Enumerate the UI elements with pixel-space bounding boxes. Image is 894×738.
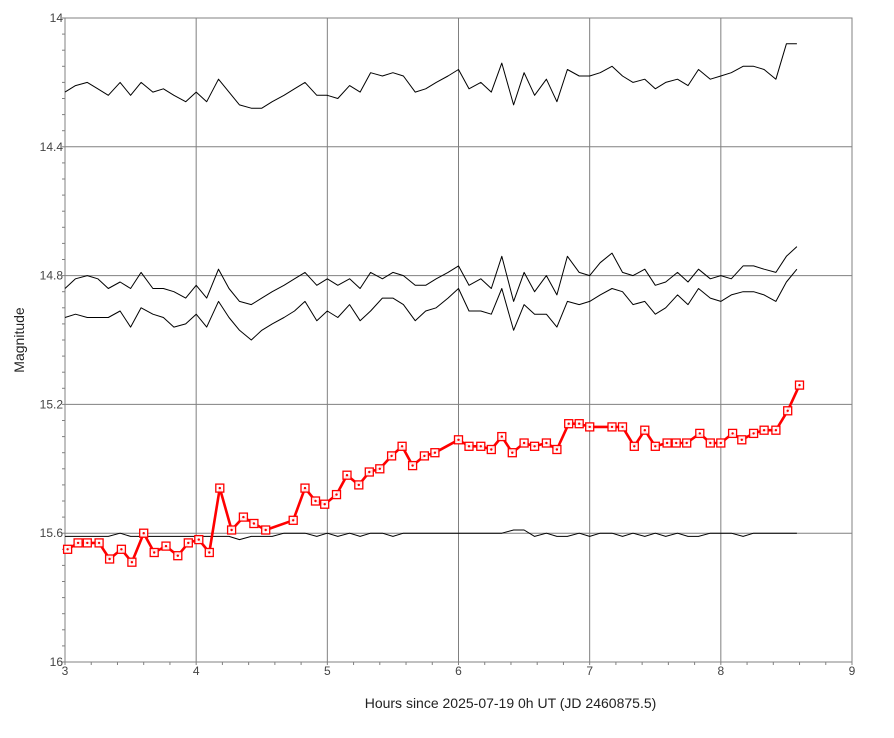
target-data-point-dot xyxy=(314,499,317,503)
target-data-point-dot xyxy=(740,438,743,441)
target-data-point-dot xyxy=(610,425,614,429)
target-data-point-dot xyxy=(752,432,755,435)
y-tick-label: 15.2 xyxy=(40,397,64,411)
target-data-point-dot xyxy=(786,409,789,412)
target-data-point-dot xyxy=(522,441,526,445)
target-data-point-dot xyxy=(108,557,111,561)
target-data-point-dot xyxy=(218,486,221,490)
x-tick-label: 5 xyxy=(324,664,331,678)
x-tick-label: 9 xyxy=(849,664,856,678)
target-data-point-dot xyxy=(698,432,701,435)
series-group xyxy=(62,43,805,567)
target-data-point-dot xyxy=(345,474,349,477)
target-data-point-dot xyxy=(208,551,211,554)
comparison-series xyxy=(64,268,798,341)
target-data-point-dot xyxy=(411,464,414,467)
target-data-point-dot xyxy=(76,541,80,545)
x-tick-label: 6 xyxy=(455,664,462,678)
target-data-point-dot xyxy=(120,548,123,551)
comparison-series-line xyxy=(64,43,797,109)
target-data-point-dot xyxy=(335,493,338,496)
target-data-point-dot xyxy=(292,519,295,522)
target-data-point-dot xyxy=(86,541,89,545)
target-data-point-dot xyxy=(378,467,381,470)
target-data-point-dot xyxy=(555,448,559,451)
target-data-point-dot xyxy=(390,454,393,458)
y-tick-label: 14.4 xyxy=(40,140,64,154)
target-data-point-dot xyxy=(533,445,536,448)
x-axis-title: Hours since 2025-07-19 0h UT (JD 2460875… xyxy=(365,695,657,711)
target-data-point-dot xyxy=(153,551,156,554)
target-data-point-dot xyxy=(511,451,514,454)
target-data-point-dot xyxy=(433,451,437,454)
target-data-point-dot xyxy=(142,532,145,535)
comparison-series xyxy=(65,529,797,541)
target-series-line xyxy=(66,384,801,564)
target-data-point-dot xyxy=(479,445,482,448)
target-data-point-dot xyxy=(303,486,307,490)
target-data-point-dot xyxy=(675,441,678,445)
x-tick-label: 7 xyxy=(586,664,593,678)
target-data-point-dot xyxy=(357,483,360,487)
y-tick-label: 14.8 xyxy=(40,269,64,283)
target-data-point-dot xyxy=(467,445,471,448)
target-data-point-dot xyxy=(490,448,493,451)
target-data-point-dot xyxy=(545,441,548,445)
target-data-point-dot xyxy=(187,541,190,545)
target-data-point-dot xyxy=(709,441,712,445)
grid xyxy=(64,17,853,663)
target-data-point-dot xyxy=(578,422,581,425)
target-data-point-dot xyxy=(323,503,326,506)
target-data-point-dot xyxy=(423,454,426,458)
target-data-point-dot xyxy=(176,554,179,557)
target-data-point-dot xyxy=(164,544,168,548)
comparison-series-line xyxy=(64,246,798,306)
x-tick-label: 8 xyxy=(717,664,724,678)
target-data-point-dot xyxy=(567,422,570,425)
comparison-series-line xyxy=(64,268,798,341)
target-data-point-dot xyxy=(719,441,722,445)
target-data-point-dot xyxy=(230,528,233,532)
y-axis-title: Magnitude xyxy=(11,307,27,373)
target-data-point-dot xyxy=(242,515,245,519)
target-data-point-dot xyxy=(457,438,460,441)
target-data-point-dot xyxy=(731,432,734,435)
y-tick-label: 16 xyxy=(50,655,64,669)
target-data-point-dot xyxy=(368,470,371,474)
target-data-point-dot xyxy=(500,435,503,438)
x-tick-label: 4 xyxy=(193,664,200,678)
comparison-series xyxy=(64,246,798,306)
y-tick-label: 15.6 xyxy=(40,526,64,540)
target-data-point-dot xyxy=(130,561,134,564)
target-data-point-dot xyxy=(762,429,766,432)
comparison-series xyxy=(64,43,797,109)
target-data-point-dot xyxy=(665,441,669,445)
target-data-point-dot xyxy=(66,548,69,551)
comparison-series-line xyxy=(65,529,797,541)
target-data-point-dot xyxy=(588,425,591,429)
target-data-point-dot xyxy=(252,522,256,525)
target-data-point-dot xyxy=(97,541,101,545)
target-series xyxy=(62,380,805,567)
minor-ticks xyxy=(62,17,853,665)
target-data-point-dot xyxy=(633,445,636,448)
y-tick-label: 14 xyxy=(50,11,64,25)
target-data-point-dot xyxy=(798,383,801,387)
target-data-point-dot xyxy=(400,445,404,448)
target-data-point-dot xyxy=(643,429,646,432)
target-data-point-dot xyxy=(264,528,267,532)
target-data-point-dot xyxy=(685,441,688,445)
target-data-point-dot xyxy=(654,445,657,448)
x-tick-label: 3 xyxy=(62,664,69,678)
target-data-point-dot xyxy=(774,429,778,432)
target-data-point-dot xyxy=(197,538,200,541)
tick-labels: 3 4 5 6 7 8 9 14 14.4 14.8 15.2 15.6 16 xyxy=(40,11,856,678)
target-data-point-dot xyxy=(621,425,624,429)
